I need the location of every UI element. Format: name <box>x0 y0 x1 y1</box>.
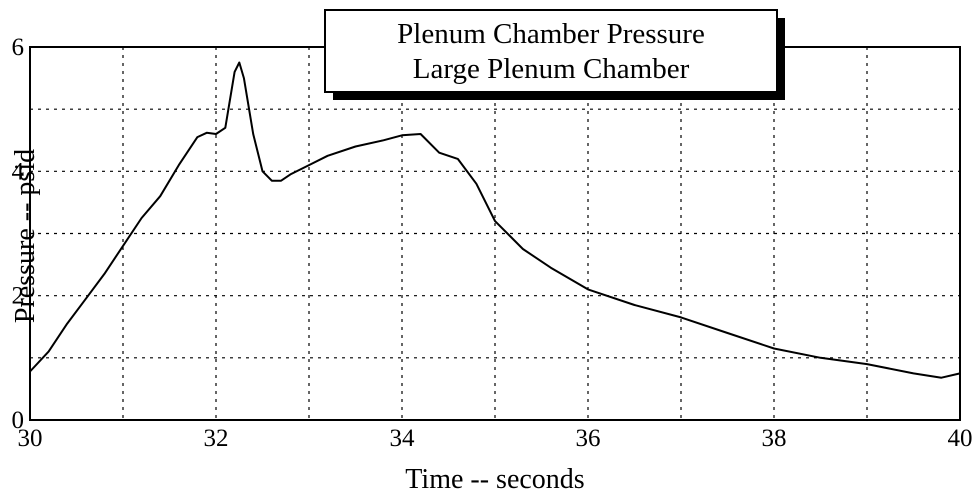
x-axis-label: Time -- seconds <box>405 464 584 495</box>
grid <box>29 46 961 421</box>
chart-title: Plenum Chamber Pressure <box>397 18 705 50</box>
title-box <box>324 9 778 93</box>
y-tick-label: 6 <box>12 34 25 61</box>
x-tick-label: 36 <box>576 425 601 452</box>
x-tick-label: 30 <box>18 425 43 452</box>
y-tick-label: 2 <box>12 283 25 310</box>
x-tick-label: 34 <box>390 425 416 452</box>
x-tick-label: 38 <box>762 425 787 452</box>
marks <box>29 61 961 379</box>
y-axis-label: Pressure -- psid <box>10 149 41 323</box>
y-tick-label: 4 <box>12 158 25 185</box>
x-tick-label: 32 <box>204 425 229 452</box>
x-tick-label: 40 <box>948 425 973 452</box>
y-tick-label: 0 <box>12 407 25 434</box>
chart-subtitle: Large Plenum Chamber <box>413 53 690 85</box>
data-line <box>29 61 961 379</box>
